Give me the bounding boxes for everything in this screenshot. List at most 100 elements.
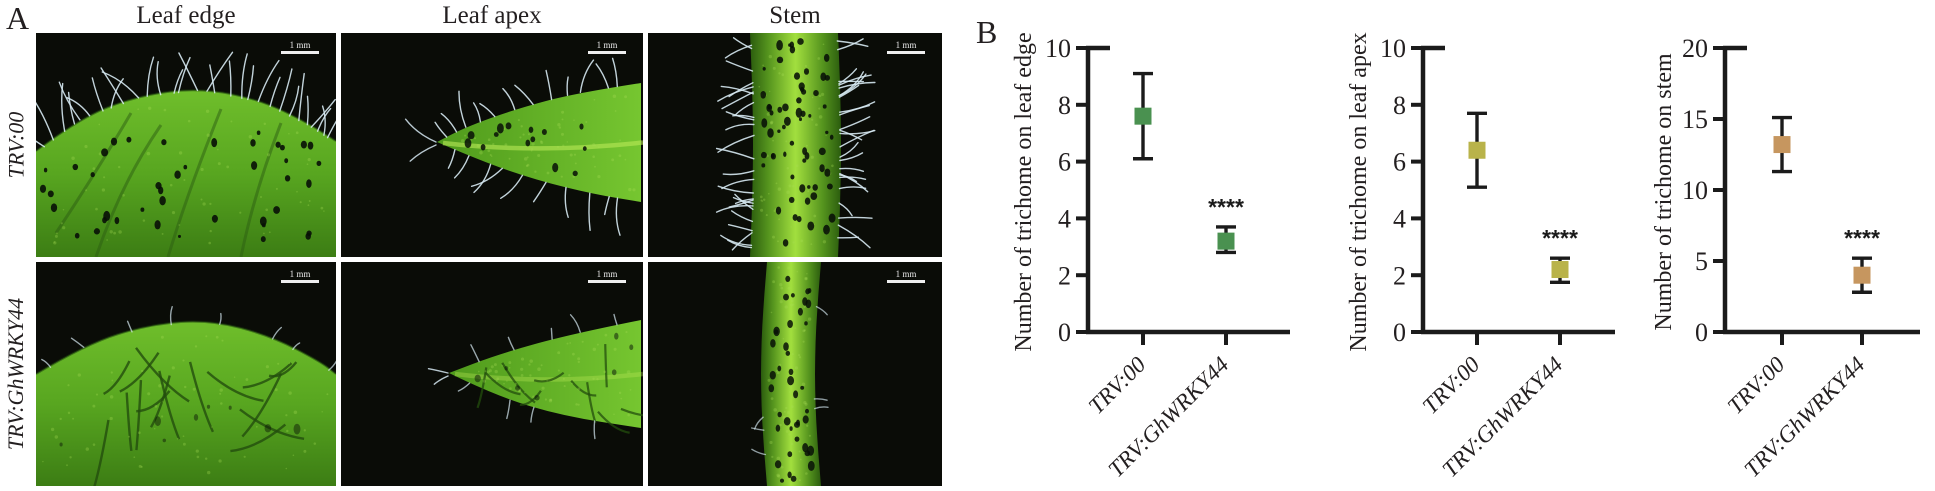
scale-bar-line [281,51,319,54]
y-tick-label: 5 [1695,247,1708,276]
row-label-trv00: TRV:00 [3,111,28,179]
data-point [1133,71,1153,161]
panel-b-label: B [976,14,998,50]
micrograph-image [36,262,336,486]
data-point-marker [1134,107,1152,125]
y-tick-label: 2 [1393,261,1406,290]
tissue-speckles [477,331,632,417]
chart-trichome-leaf-apex: 0 2 4 6 8 10 TRV:00 TRV:GhWRKY44 Number of trich… [1320,0,1640,491]
y-tick-label: 8 [1393,91,1406,120]
gland-dots [768,275,815,483]
x-category-label: TRV:00 [1418,352,1485,419]
scale-bar: 1 mm [278,40,322,54]
x-category-label: TRV:00 [1084,352,1151,419]
micrograph-stem-trv00: 1 mm [648,33,942,257]
micrograph-image [648,33,942,257]
trichome-hairs [404,57,621,236]
significance-stars: **** [1542,225,1578,251]
data-point-marker [1853,266,1871,284]
y-tick-label: 10 [1045,34,1071,63]
scale-bar: 1 mm [585,40,629,54]
y-axis-title: Number of trichome on stem [1651,53,1677,331]
data-point-marker [1773,136,1791,154]
micrograph-image [648,262,942,486]
micrograph-image [341,33,643,257]
scale-bar: 1 mm [884,269,928,283]
scale-bar: 1 mm [278,269,322,283]
y-tick-label: 10 [1380,34,1406,63]
plant-tissue [449,320,643,434]
plant-tissue [761,262,821,486]
y-tick-label: 8 [1058,91,1071,120]
y-tick-label: 0 [1695,318,1708,347]
micrograph-image [36,33,336,257]
chart-trichome-stem: 0 5 10 15 20 TRV:00 TRV:GhWRKY44 Number of tric… [1625,0,1935,491]
y-tick-label: 0 [1058,318,1071,347]
significance-stars: **** [1208,194,1244,220]
trichome-hairs [715,37,876,251]
micrograph-image [341,262,643,486]
y-tick-label: 6 [1393,148,1406,177]
column-header-stem: Stem [769,2,821,29]
y-tick-label: 10 [1682,176,1708,205]
data-point-marker [1217,232,1235,250]
scale-bar-line [281,280,319,283]
plant-tissue [750,33,841,257]
y-tick-label: 4 [1058,205,1071,234]
scale-bar-line [588,51,626,54]
y-axis-title: Number of trichome on leaf apex [1346,32,1372,351]
panel-a-label: A [6,0,30,36]
scale-bar-line [887,51,925,54]
y-tick-label: 20 [1682,34,1708,63]
y-tick-label: 2 [1058,261,1071,290]
y-tick-label: 6 [1058,148,1071,177]
y-tick-label: 15 [1682,105,1708,134]
scale-bar-line [588,280,626,283]
gland-dots [59,404,301,447]
data-point [1772,115,1792,174]
row-label-trv-ghwrky44: TRV:GhWRKY44 [3,297,28,451]
micrograph-leaf-edge-trv-ghwrky44: 1 mm [36,262,336,486]
tissue-speckles [53,106,325,245]
gland-dots [760,38,836,247]
data-point [1852,256,1872,294]
tissue-speckles [42,335,329,475]
scale-bar: 1 mm [585,269,629,283]
tissue-speckles [460,94,636,192]
micrograph-leaf-apex-trv00: 1 mm [341,33,643,257]
data-point-marker [1468,141,1486,159]
micrograph-stem-trv-ghwrky44: 1 mm [648,262,942,486]
micrograph-leaf-apex-trv-ghwrky44: 1 mm [341,262,643,486]
column-header-leaf-edge: Leaf edge [136,2,236,29]
scale-bar-line [887,280,925,283]
y-tick-label: 0 [1393,318,1406,347]
scale-bar: 1 mm [884,40,928,54]
trichome-hairs [36,51,336,148]
plant-tissue [36,320,336,486]
trichome-hairs [751,305,829,456]
significance-stars: **** [1844,225,1880,251]
chart-trichome-leaf-edge: 0 2 4 6 8 10 TRV:00 TRV:GhWRKY44 Number of trich… [985,0,1310,491]
y-tick-label: 4 [1393,205,1406,234]
y-axis-title: Number of trichome on leaf edge [1011,32,1037,351]
data-point-marker [1551,261,1569,279]
gland-dots [39,130,322,243]
plant-tissue [437,83,643,202]
trichome-hairs [41,306,336,371]
trichome-hairs [427,313,618,440]
column-header-leaf-apex: Leaf apex [442,2,542,29]
gland-dots [464,122,587,177]
data-point [1467,111,1487,189]
micrograph-leaf-edge-trv00: 1 mm [36,33,336,257]
data-point [1216,225,1236,255]
gland-dots [474,332,634,401]
data-point [1550,256,1570,284]
x-category-label: TRV:00 [1723,352,1790,419]
